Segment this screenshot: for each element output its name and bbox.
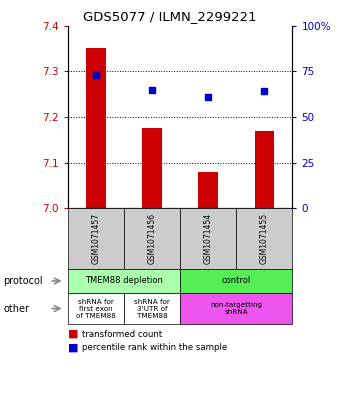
Bar (142, 129, 162, 208)
Bar (86, 48, 106, 208)
Text: shRNA for
3'UTR of
TMEM88: shRNA for 3'UTR of TMEM88 (134, 299, 170, 318)
Text: GSM1071455: GSM1071455 (260, 213, 269, 264)
Text: percentile rank within the sample: percentile rank within the sample (82, 343, 227, 352)
Point (149, 86, 155, 93)
Bar (199, 172, 218, 208)
Text: ■: ■ (68, 329, 79, 339)
Text: non-targetting
shRNA: non-targetting shRNA (210, 302, 262, 315)
Point (205, 94, 211, 100)
Text: protocol: protocol (3, 276, 43, 286)
Text: GSM1071457: GSM1071457 (91, 213, 101, 264)
Text: ■: ■ (68, 343, 79, 353)
Text: TMEM88 depletion: TMEM88 depletion (85, 277, 163, 285)
Bar (255, 130, 274, 208)
Text: control: control (222, 277, 251, 285)
Text: GDS5077 / ILMN_2299221: GDS5077 / ILMN_2299221 (83, 10, 257, 23)
Text: GSM1071454: GSM1071454 (204, 213, 213, 264)
Point (261, 88, 267, 94)
Text: other: other (3, 303, 29, 314)
Text: shRNA for
first exon
of TMEM88: shRNA for first exon of TMEM88 (76, 299, 116, 318)
Text: GSM1071456: GSM1071456 (148, 213, 157, 264)
Text: transformed count: transformed count (82, 330, 163, 338)
Point (93, 72, 99, 78)
